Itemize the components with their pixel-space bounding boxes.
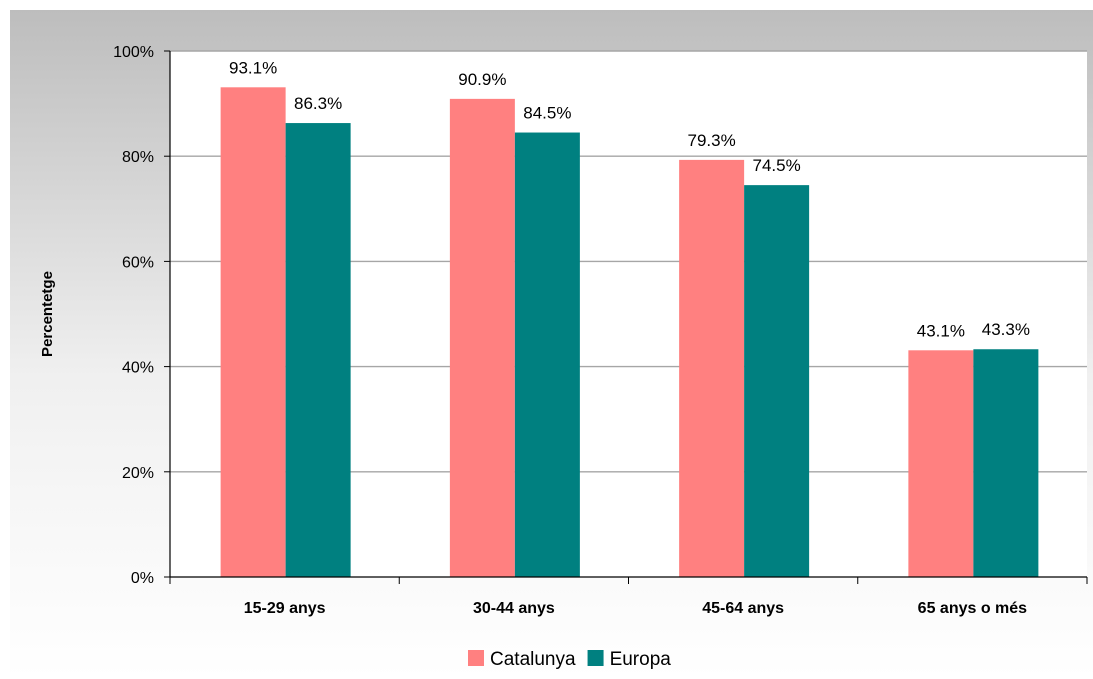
bar-europa-3 <box>973 349 1039 577</box>
bar-europa-1 <box>514 132 580 577</box>
data-label: 86.3% <box>294 94 342 113</box>
axes <box>164 50 1088 584</box>
y-tick-label: 0% <box>131 570 154 587</box>
data-label: 74.5% <box>753 156 801 175</box>
legend-swatch-catalunya <box>468 650 484 666</box>
data-label: 84.5% <box>523 104 571 123</box>
bar-europa-0 <box>285 123 351 577</box>
y-tick-label: 20% <box>122 465 154 482</box>
category-label: 15-29 anys <box>244 600 326 617</box>
y-tick-label: 40% <box>122 360 154 377</box>
data-label: 90.9% <box>458 70 506 89</box>
category-label: 65 anys o més <box>918 600 1028 617</box>
y-tick-label: 100% <box>113 44 154 61</box>
data-label: 43.3% <box>982 320 1030 339</box>
data-label: 93.1% <box>229 58 277 77</box>
legend-label: Europa <box>610 649 672 670</box>
y-axis-title: Percentetge <box>39 271 56 357</box>
labels: 0% 20% 40% 60% 80% 100% 93.1% 86.3% 15-29 anys 90… <box>113 44 1030 617</box>
bar-catalunya-0 <box>220 87 286 577</box>
category-label: 30-44 anys <box>473 600 555 617</box>
bar-catalunya-1 <box>449 98 515 577</box>
category-label: 45-64 anys <box>702 600 784 617</box>
legend-swatch-europa <box>587 650 604 666</box>
bar-catalunya-2 <box>679 159 745 577</box>
legend: Catalunya Europa <box>468 649 671 670</box>
data-label: 79.3% <box>688 131 736 150</box>
y-tick-label: 60% <box>122 254 154 271</box>
data-label: 43.1% <box>917 321 965 340</box>
legend-label: Catalunya <box>490 649 576 670</box>
bar-europa-2 <box>744 185 810 577</box>
bar-catalunya-3 <box>908 350 974 577</box>
y-tick-label: 80% <box>122 149 154 166</box>
bars <box>220 87 1039 577</box>
